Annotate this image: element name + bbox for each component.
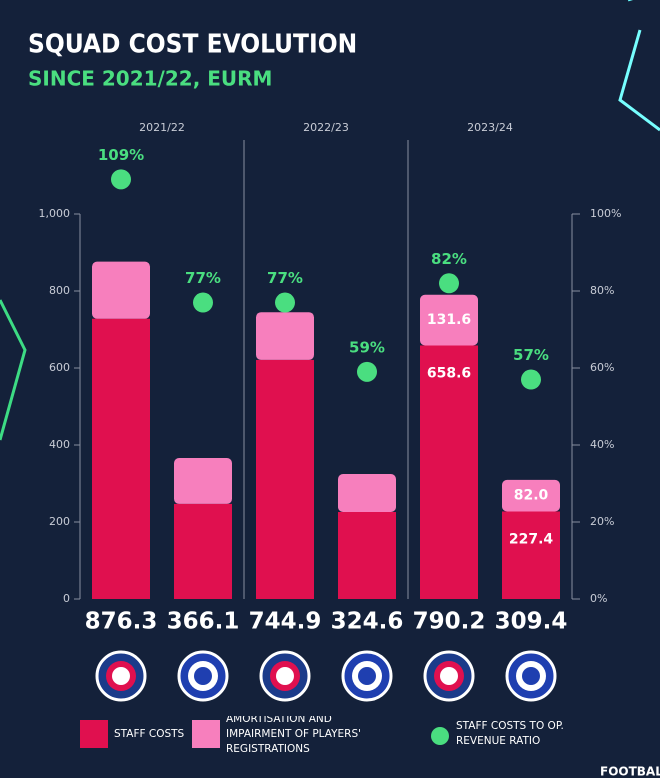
- bar-segment: [420, 294, 478, 346]
- ratio-label: 77%: [185, 269, 221, 287]
- bar-value-label: 82.0: [514, 488, 549, 504]
- bar-value-label: 131.6: [427, 312, 471, 328]
- y-tick-label: 400: [49, 438, 70, 451]
- total-label: 309.4: [495, 609, 568, 635]
- y-tick-label: 0: [63, 592, 70, 605]
- y-tick-label: 1,000: [39, 207, 71, 220]
- bar-segment: [338, 511, 396, 599]
- y2-tick-label: 40%: [590, 438, 614, 451]
- legend-swatch: [431, 727, 449, 745]
- total-label: 790.2: [413, 609, 486, 635]
- y-tick-label: 600: [49, 361, 70, 374]
- bar-value-label: 227.4: [509, 531, 554, 547]
- ratio-dot: [193, 292, 213, 313]
- legend-swatch: [192, 720, 220, 748]
- group-label: 2022/23: [303, 121, 349, 134]
- club-logo-core: [194, 667, 212, 685]
- legend-entry: STAFF COSTS TO OP. REVENUE RATIO: [456, 720, 564, 747]
- ratio-dot: [521, 369, 541, 390]
- ratio-label: 57%: [513, 346, 549, 364]
- y2-tick-label: 100%: [590, 207, 621, 220]
- footer: FOOTBALL: [600, 765, 660, 778]
- chart-subtitle: SINCE 2021/22, EURM: [28, 67, 272, 91]
- y-tick-label: 800: [49, 284, 70, 297]
- bar-segment: [92, 318, 150, 599]
- legend-label: STAFF COSTS: [114, 727, 185, 740]
- ratio-label: 77%: [267, 269, 303, 287]
- legend-entry: STAFF COSTS: [114, 727, 185, 740]
- bar-segment: [420, 345, 478, 599]
- decoration: [0, 299, 27, 441]
- legend-label: STAFF COSTS TO OP. REVENUE RATIO: [456, 720, 564, 747]
- bar-segment: [502, 511, 560, 599]
- club-logo-core: [440, 667, 458, 685]
- bar-segment: [174, 458, 232, 504]
- ratio-label: 82%: [431, 250, 467, 268]
- club-logo-core: [112, 667, 130, 685]
- y2-tick-label: 60%: [590, 361, 614, 374]
- chart-title: SQUAD COST EVOLUTION: [28, 30, 357, 60]
- legend-label: AMORTISATION AND IMPAIRMENT OF PLAYERS' …: [226, 716, 362, 755]
- ratio-dot: [439, 273, 459, 294]
- total-label: 324.6: [331, 609, 404, 635]
- legend-swatch: [80, 720, 108, 748]
- group-label: 2023/24: [467, 121, 513, 134]
- ratio-dot: [111, 169, 131, 190]
- club-logo-core: [522, 667, 540, 685]
- club-logo-core: [358, 667, 376, 685]
- y-tick-label: 200: [49, 515, 70, 528]
- group-label: 2021/22: [139, 121, 185, 134]
- bar-segment: [502, 479, 560, 512]
- bar-segment: [92, 261, 150, 319]
- total-label: 744.9: [249, 609, 322, 635]
- y2-tick-label: 20%: [590, 515, 614, 528]
- total-label: 876.3: [85, 609, 158, 635]
- ratio-dot: [357, 361, 377, 382]
- ratio-dot: [275, 292, 295, 313]
- bar-segment: [338, 474, 396, 512]
- bar-segment: [256, 359, 314, 599]
- bar-segment: [174, 503, 232, 599]
- bar-segment: [256, 312, 314, 360]
- y2-tick-label: 80%: [590, 284, 614, 297]
- y2-tick-label: 0%: [590, 592, 607, 605]
- ratio-label: 109%: [98, 146, 144, 164]
- legend-entry: AMORTISATION AND IMPAIRMENT OF PLAYERS' …: [226, 716, 362, 755]
- total-label: 366.1: [167, 609, 240, 635]
- bar-value-label: 658.6: [427, 365, 471, 381]
- decoration: [618, 29, 660, 132]
- ratio-label: 59%: [349, 338, 385, 356]
- club-logo-core: [276, 667, 294, 685]
